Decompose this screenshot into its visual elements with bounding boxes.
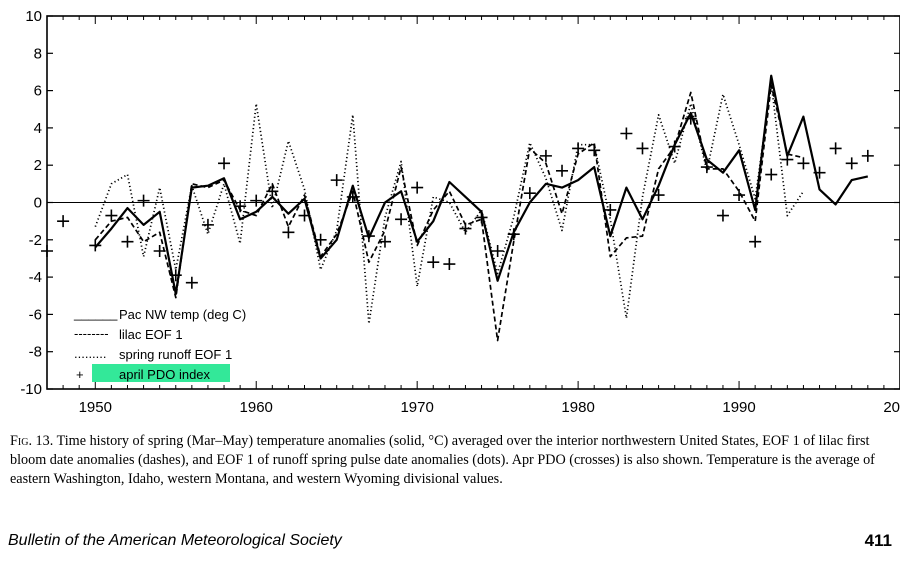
pdo-cross-marker [411,181,424,194]
legend-label: spring runoff EOF 1 [119,347,232,362]
y-tick-label: -4 [29,269,42,286]
dashed-series-line [94,84,804,342]
pdo-cross-marker [813,166,826,179]
y-tick-label: -10 [20,381,42,398]
figure-caption: Fig. 13. Time history of spring (Mar–May… [10,432,894,489]
x-tick-label: 1980 [561,399,594,416]
page-number: 411 [864,531,892,550]
pdo-cross-marker [733,189,746,202]
legend-marker: ......... [74,346,107,361]
pdo-cross-marker [378,235,391,248]
y-tick-label: 10 [25,8,42,25]
x-tick-label: 2000 [883,399,900,416]
pdo-cross-marker [105,209,118,222]
pdo-cross-marker [169,269,182,282]
pdo-cross-marker [41,244,53,257]
x-tick-label: 1960 [240,399,273,416]
pdo-cross-marker [298,209,311,222]
pdo-cross-marker [604,203,617,216]
caption-text: Time history of spring (Mar–May) tempera… [10,433,875,487]
legend-marker: -------- [74,326,109,341]
pdo-cross-marker [829,142,842,155]
pdo-cross-marker [443,258,456,271]
y-tick-label: -6 [29,306,42,323]
y-tick-label: 6 [34,83,42,100]
x-tick-label: 1990 [722,399,755,416]
pdo-cross-marker [523,187,536,200]
figure-13-chart: 10 8 6 4 2 0 -2 -4 -6 -8 -10 1950 1960 1970 1980 1990 20… [20,8,900,416]
pdo-cross-marker [395,213,408,226]
pdo-cross-marker [459,222,472,235]
pdo-cross-marker [330,174,343,187]
pdo-cross-marker [314,233,327,246]
x-tick-label: 1950 [79,399,112,416]
legend-marker: ______ [73,306,118,321]
pdo-cross-marker [57,215,70,228]
pdo-cross-marker [89,239,102,252]
pdo-cross-marker [250,194,263,207]
y-tick-label: 8 [34,45,42,62]
pdo-cross-marker [234,200,247,213]
pdo-cross-marker [507,228,520,241]
caption-label: Fig. 13. [10,433,54,449]
journal-name: Bulletin of the American Meteorological … [8,532,342,549]
pdo-cross-marker [346,190,359,203]
pdo-cross-marker [684,112,697,125]
pdo-cross-marker [427,256,440,269]
solid-series-line [94,74,869,295]
pdo-cross-marker [201,218,214,231]
pdo-cross-marker [266,185,279,198]
pdo-cross-marker [121,235,134,248]
dotted-series-line [94,82,805,325]
pdo-cross-marker [588,144,601,157]
y-tick-label: -2 [29,232,42,249]
legend-marker: + [76,367,84,382]
pdo-cross-marker [781,153,794,166]
pdo-cross-marker [749,235,762,248]
pdo-cross-marker [137,194,150,207]
pdo-cross-marker [716,209,729,222]
pdo-cross-marker [765,168,778,181]
legend-label: lilac EOF 1 [119,327,183,342]
pdo-cross-marker [572,142,585,155]
pdo-cross-marker [845,157,858,170]
legend-label: april PDO index [119,367,211,382]
pdo-cross-marker [539,149,552,162]
pdo-cross-marker [185,276,198,289]
pdo-cross-marker [362,230,375,243]
pdo-cross-marker [861,149,874,162]
y-tick-label: 4 [34,120,42,137]
pdo-cross-marker [556,164,569,177]
pdo-cross-marker [652,189,665,202]
pdo-cross-marker [218,157,231,170]
pdo-cross-marker [620,127,633,140]
pdo-cross-marker [491,244,504,257]
pdo-cross-marker [475,211,488,224]
y-tick-label: -8 [29,344,42,361]
legend-highlight [92,364,230,382]
pdo-cross-marker [636,142,649,155]
pdo-cross-marker [153,244,166,257]
y-tick-label: 0 [34,195,42,212]
y-tick-label: 2 [34,157,42,174]
x-tick-label: 1970 [400,399,433,416]
pdo-cross-marker [797,157,810,170]
pdo-cross-marker [700,161,713,174]
pdo-cross-marker [668,140,681,153]
pdo-cross-marker [282,226,295,239]
legend-label: Pac NW temp (deg C) [119,307,246,322]
